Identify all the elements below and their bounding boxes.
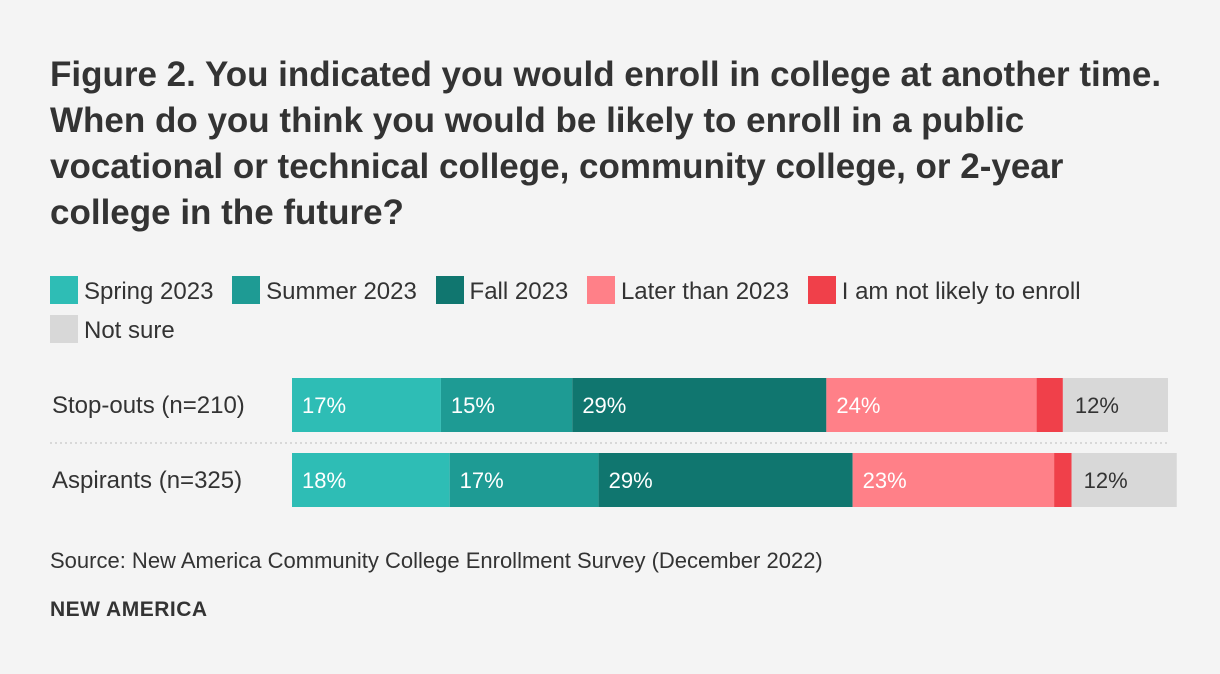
bar-segment [1036,378,1063,432]
bar-segment [826,378,1037,432]
legend-swatch [586,276,615,304]
bar-segment [1054,453,1072,507]
bar-segment [852,453,1055,507]
data-label: 15% [451,393,495,418]
legend-label: Summer 2023 [266,278,417,305]
category-label: Aspirants (n=325) [52,467,242,494]
bar-segment [572,378,827,432]
legend-item: I am not likely to enroll [807,276,1081,305]
data-label: 29% [609,468,653,493]
bar-segment [598,453,853,507]
legend-swatch [807,276,836,304]
legend-swatch [50,315,78,343]
data-label: 17% [302,393,346,418]
brand-logo-text: NEW AMERICA [50,598,208,621]
legend-label: Later than 2023 [620,278,790,305]
legend-item: Later than 2023 [586,276,790,305]
legend-label: I am not likely to enroll [841,278,1081,305]
chart-title: Figure 2. You indicated you would enroll… [50,55,1162,232]
data-label: 29% [582,393,626,418]
bar-segment [1062,378,1168,432]
bar-segment [292,453,450,507]
legend-label: Not sure [84,317,175,344]
legend-swatch [50,276,78,304]
legend-item: Summer 2023 [232,276,417,305]
legend-swatch [232,276,261,304]
bar-segment [1071,453,1177,507]
bar-segment [440,378,573,432]
legend-label: Fall 2023 [469,278,569,305]
legend-item: Not sure [50,315,175,344]
source-note: Source: New America Community College En… [50,548,823,573]
data-label: 24% [836,393,880,418]
bar-segment [449,453,599,507]
data-label: 18% [302,468,346,493]
data-label: 23% [863,468,907,493]
chart-legend: Spring 2023 Summer 2023 Fall 2023 Later … [50,272,1170,350]
bar-segment [292,378,441,432]
data-label: 17% [460,468,504,493]
legend-item: Fall 2023 [435,276,569,305]
category-label: Stop-outs (n=210) [52,392,245,419]
data-label: 12% [1075,393,1119,418]
data-label: 12% [1084,468,1128,493]
stacked-bar-chart: Stop-outs (n=210) 17% 15% 29% 24% 12% Aspirant… [50,378,1177,507]
legend-item: Spring 2023 [50,276,214,305]
legend-label: Spring 2023 [84,278,214,305]
legend-swatch [435,276,464,304]
